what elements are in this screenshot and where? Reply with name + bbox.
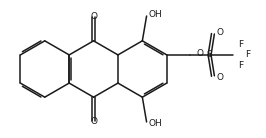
- Text: F: F: [238, 40, 243, 49]
- Text: O: O: [216, 73, 223, 82]
- Text: O: O: [216, 28, 223, 37]
- Text: OH: OH: [148, 119, 162, 128]
- Text: O: O: [90, 117, 97, 126]
- Text: F: F: [238, 61, 243, 70]
- Text: O: O: [196, 49, 203, 58]
- Text: O: O: [90, 12, 97, 21]
- Text: F: F: [246, 50, 251, 59]
- Text: S: S: [207, 50, 213, 59]
- Text: OH: OH: [148, 10, 162, 19]
